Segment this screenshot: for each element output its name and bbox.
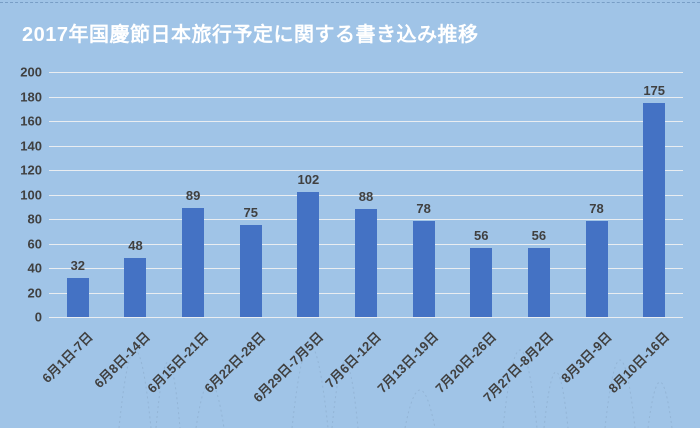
y-axis-label: 80 — [27, 211, 42, 227]
bar — [239, 225, 262, 317]
top-dashed-border — [0, 2, 700, 3]
bar — [470, 248, 493, 317]
y-axis-label: 200 — [20, 64, 42, 80]
bar — [66, 277, 89, 317]
y-axis-label: 140 — [20, 138, 42, 153]
bar-value-label: 102 — [297, 172, 320, 188]
bar — [297, 192, 320, 317]
y-axis-label: 120 — [20, 162, 42, 178]
bar-value-label: 56 — [531, 228, 547, 244]
bar — [124, 258, 147, 317]
bar — [412, 221, 435, 317]
y-axis-label: 160 — [20, 113, 42, 129]
bar-value-label: 88 — [358, 189, 374, 205]
bar — [355, 209, 377, 317]
gridline — [49, 170, 683, 171]
bar-value-label: 75 — [243, 205, 258, 221]
bar-value-label: 89 — [185, 187, 201, 203]
y-axis-label: 0 — [34, 309, 42, 325]
bar-value-label: 78 — [416, 201, 431, 217]
gridline — [49, 317, 683, 318]
bar — [643, 102, 666, 317]
x-axis-label: 8月3日-9日 — [557, 329, 615, 386]
bar-value-label: 175 — [643, 82, 666, 98]
y-axis-label: 100 — [20, 187, 42, 202]
bar-value-label: 78 — [589, 201, 604, 217]
bar — [527, 248, 550, 317]
x-axis-label: 7月13日-19日 — [374, 329, 442, 396]
y-axis-label: 40 — [27, 260, 42, 276]
gridline — [49, 194, 683, 196]
bar — [585, 221, 608, 317]
y-axis-label: 60 — [27, 236, 42, 251]
bar-value-label: 32 — [70, 257, 86, 273]
bar — [182, 207, 205, 317]
x-axis-label: 6月15日-21日 — [144, 329, 211, 396]
y-axis-label: 20 — [27, 285, 42, 300]
bar-value-label: 48 — [128, 238, 143, 254]
x-axis-label: 6月1日-7日 — [38, 329, 96, 386]
gridline — [49, 96, 683, 98]
chart-title: 2017年国慶節日本旅行予定に関する書き込み推移 — [22, 24, 479, 46]
gridline — [49, 121, 683, 122]
y-axis-label: 180 — [20, 89, 42, 104]
gridline — [49, 145, 683, 147]
bar-value-label: 56 — [474, 228, 489, 244]
gridline — [49, 72, 683, 73]
